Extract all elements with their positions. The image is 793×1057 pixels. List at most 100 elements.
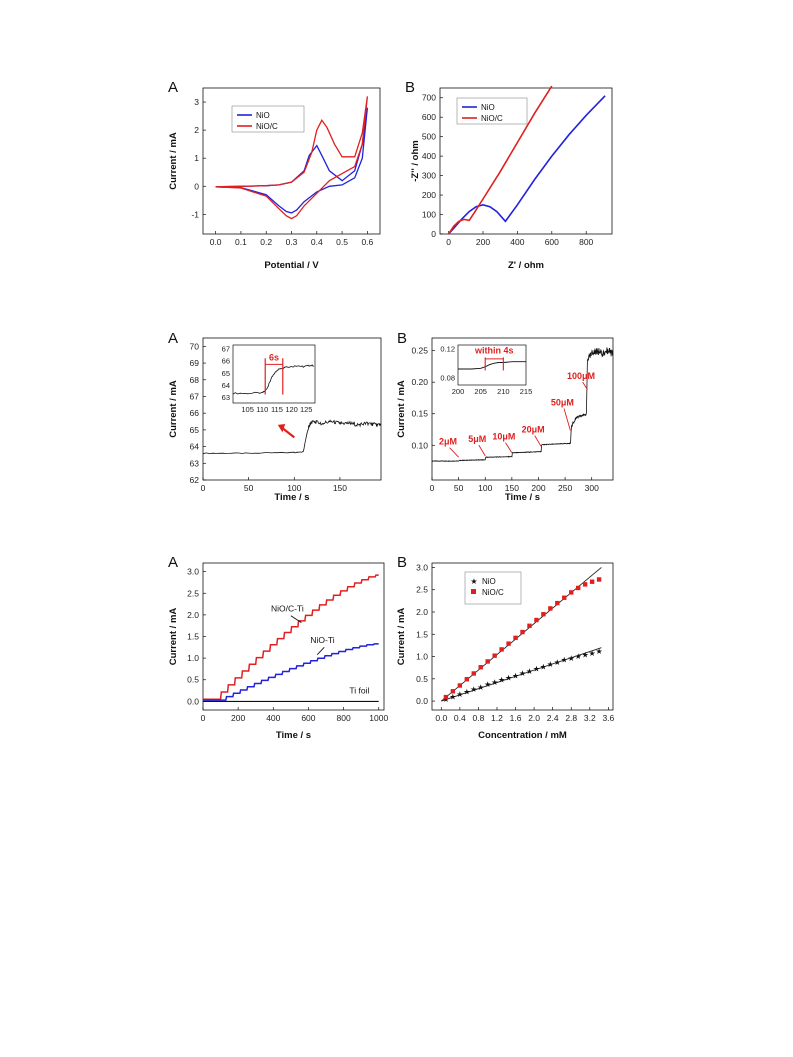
y-axis-label: Current / mA (396, 380, 407, 438)
annotation-arrow (505, 442, 513, 453)
series-annotation: NiO-Ti (310, 635, 334, 645)
x-tick-label: 400 (266, 713, 280, 723)
x-tick-label: 800 (579, 237, 593, 247)
series-line-nioti (203, 643, 379, 701)
data-point-nio: ★ (498, 676, 505, 685)
data-point-nioc (471, 671, 476, 676)
data-point-nio: ★ (512, 671, 519, 680)
y-axis-label: Current / mA (168, 380, 179, 438)
x-tick-label: 50 (454, 483, 464, 493)
data-point-nio: ★ (505, 673, 512, 682)
data-point-nioc (443, 694, 449, 700)
y-tick-label: 68 (190, 375, 200, 385)
y-tick-label: 64 (190, 442, 200, 452)
data-point-nio: ★ (470, 685, 477, 694)
y-tick-label: 0.25 (411, 346, 428, 356)
panel-label: B (405, 79, 415, 96)
y-tick-label: 63 (190, 458, 200, 468)
x-tick-label: 0.8 (472, 713, 484, 723)
data-point-nioc (541, 612, 546, 617)
inset-y-tick-label: 63 (222, 393, 230, 402)
y-tick-label: 0 (194, 181, 199, 191)
y-tick-label: 67 (190, 391, 200, 401)
inset-y-tick-label: 65 (222, 369, 230, 378)
inset-x-tick-label: 125 (300, 405, 313, 414)
annotation-arrow (534, 435, 542, 447)
legend-entry: NiO (256, 111, 270, 120)
plot-frame-5 (431, 562, 614, 711)
y-tick-label: 69 (190, 358, 200, 368)
x-axis-label: Time / s (274, 492, 309, 503)
inset-y-tick-label: 64 (222, 381, 230, 390)
y-tick-label: 62 (190, 475, 200, 485)
series-line-current (202, 419, 382, 455)
x-tick-label: 0.3 (286, 237, 298, 247)
x-tick-label: 150 (505, 483, 519, 493)
data-point-nio: ★ (442, 695, 449, 704)
inset-series-line (458, 361, 526, 370)
x-tick-label: 0.0 (210, 237, 222, 247)
series-line-current (431, 347, 614, 462)
panel-label: A (168, 330, 178, 347)
legend-entry: NiO/C (256, 122, 278, 131)
x-tick-label: 1000 (369, 713, 388, 723)
data-point-nioc (548, 606, 553, 611)
inset-y-tick-label: 67 (222, 345, 230, 354)
inset-x-tick-label: 120 (285, 405, 298, 414)
data-point-nioc (485, 659, 490, 664)
x-tick-label: 2.8 (565, 713, 577, 723)
y-tick-label: 65 (190, 425, 200, 435)
data-point-nioc (596, 577, 602, 582)
inset-frame (457, 344, 527, 386)
concentration-annotation: 20μM (522, 425, 545, 435)
legend-entry: NiO (481, 103, 495, 112)
inset-x-tick-label: 215 (520, 387, 533, 396)
panel-label: B (397, 554, 407, 571)
x-tick-label: 0.6 (361, 237, 373, 247)
legend-marker (471, 589, 476, 594)
x-tick-label: 0.0 (435, 713, 447, 723)
y-tick-label: 700 (422, 93, 436, 103)
y-axis-label: Current / mA (168, 608, 179, 666)
data-point-nioc (457, 683, 463, 688)
data-point-nio: ★ (519, 669, 526, 678)
data-point-nioc (575, 585, 581, 591)
data-point-nio: ★ (582, 650, 589, 659)
x-tick-label: 0.4 (311, 237, 323, 247)
data-point-nio: ★ (463, 687, 470, 696)
x-tick-label: 0.4 (454, 713, 466, 723)
data-point-nioc (520, 629, 525, 635)
y-tick-label: 0.5 (416, 674, 428, 684)
series-annotation: Ti foil (349, 686, 369, 696)
data-point-nio: ★ (547, 660, 554, 669)
y-tick-label: 1.0 (187, 653, 199, 663)
data-point-nio: ★ (477, 683, 484, 692)
inset-x-tick-label: 210 (497, 387, 510, 396)
plot-frame-3 (431, 337, 614, 481)
x-tick-label: 600 (301, 713, 315, 723)
x-axis-label: Concentration / mM (478, 730, 567, 741)
x-tick-label: 150 (333, 483, 347, 493)
y-tick-label: 0 (431, 229, 436, 239)
y-tick-label: 2 (194, 125, 199, 135)
inset-x-tick-label: 105 (241, 405, 254, 414)
annotation-arrow (280, 426, 295, 439)
panel-label: B (397, 330, 407, 347)
y-tick-label: 100 (422, 210, 436, 220)
y-axis-label: -Z'' / ohm (410, 140, 421, 181)
data-point-nioc (534, 617, 539, 623)
x-tick-label: 200 (231, 713, 245, 723)
x-tick-label: 400 (510, 237, 524, 247)
x-tick-label: 3.2 (584, 713, 596, 723)
data-point-nio: ★ (526, 667, 533, 676)
data-point-nioc (589, 579, 595, 584)
data-point-nioc (513, 635, 518, 641)
inset-series-line (232, 364, 315, 395)
x-tick-label: 1.2 (491, 713, 503, 723)
x-axis-label: Potential / V (264, 260, 319, 271)
x-tick-label: 2.4 (547, 713, 559, 723)
y-tick-label: 2.0 (416, 607, 428, 617)
y-tick-label: 70 (190, 341, 200, 351)
data-point-nio: ★ (456, 690, 463, 699)
